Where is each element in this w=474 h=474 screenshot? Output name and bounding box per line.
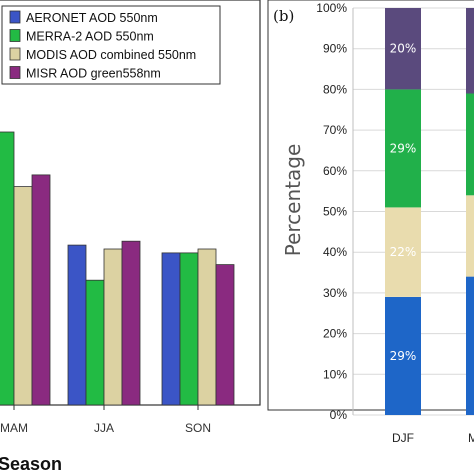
bar-modis-aod-combined-550nm-jja: [103, 248, 123, 406]
segment-mam-3: [466, 8, 474, 94]
y-tick-label-0: 0%: [330, 408, 348, 422]
bar-misr-aod-green558nm-son: [215, 264, 235, 406]
bar-merra-2-aod-550nm-son: [179, 252, 199, 406]
legend-box: [1, 5, 221, 85]
segment-djf-1: [385, 207, 421, 297]
x-tick-label-jja: JJA: [94, 421, 114, 435]
y-tick-label-80: 80%: [323, 82, 347, 96]
legend-swatch-modis-aod-combined-550nm: [9, 47, 21, 61]
segment-label-djf-1: 22%: [390, 245, 417, 259]
bar-merra-2-aod-550nm-mam: [0, 131, 15, 406]
x-tick-label-mam: M: [468, 431, 474, 445]
y-tick-label-90: 90%: [323, 42, 347, 56]
panel-b-y-axis-title: Percentage: [281, 144, 305, 257]
bar-modis-aod-combined-550nm-mam: [13, 186, 33, 406]
x-tick-label-son: SON: [185, 421, 211, 435]
segment-mam-2: [466, 93, 474, 196]
x-tick-label-djf: DJF: [392, 431, 414, 445]
segment-djf-0: [385, 297, 421, 415]
panel-a-x-axis-title: Season: [0, 454, 62, 474]
panel-a-chart: MAM JJA SON AERONET AOD 550nm MERRA-2 AOD 5…: [0, 0, 261, 474]
bar-merra-2-aod-550nm-jja: [85, 279, 105, 406]
y-tick-label-70: 70%: [323, 123, 347, 137]
bar-misr-aod-green558nm-jja: [121, 240, 141, 406]
bar-modis-aod-combined-550nm-son: [197, 248, 217, 406]
legend-label-merra-2-aod-550nm: MERRA-2 AOD 550nm: [26, 30, 154, 44]
y-tick-label-40: 40%: [323, 245, 347, 259]
y-tick-label-10: 10%: [323, 367, 347, 381]
segment-djf-3: [385, 8, 421, 90]
segment-mam-0: [466, 276, 474, 415]
panel-b-frame: [267, 0, 474, 411]
panel-b-chart: (b) Percentage 0% 10% 20% 30% 40% 50% 60% 70% 80…: [267, 0, 474, 445]
panel-b-label: (b): [273, 7, 294, 25]
bar-aeronet-aod-550nm-son: [161, 252, 181, 406]
bar-misr-aod-green558nm-mam: [31, 174, 51, 406]
bar-aeronet-aod-550nm-jja: [67, 244, 87, 406]
y-tick-label-50: 50%: [323, 205, 347, 219]
x-tick-label-mam: MAM: [0, 421, 28, 435]
legend-label-aeronet-aod-550nm: AERONET AOD 550nm: [26, 11, 158, 25]
legend-label-misr-aod-green558nm: MISR AOD green558nm: [26, 67, 161, 81]
segment-djf-2: [385, 89, 421, 208]
legend-swatch-misr-aod-green558nm: [9, 66, 21, 79]
y-tick-label-30: 30%: [323, 286, 347, 300]
y-tick-label-100: 100%: [316, 1, 347, 15]
segment-label-djf-0: 29%: [390, 349, 417, 363]
segment-label-djf-3: 20%: [390, 42, 417, 56]
legend-label-modis-aod-combined-550nm: MODIS AOD combined 550nm: [26, 48, 196, 62]
segment-mam-1: [466, 195, 474, 277]
y-tick-label-20: 20%: [323, 327, 347, 341]
segment-label-djf-2: 29%: [390, 141, 417, 155]
legend-swatch-aeronet-aod-550nm: [9, 10, 21, 24]
legend-swatch-merra-2-aod-550nm: [9, 29, 21, 42]
y-tick-label-60: 60%: [323, 164, 347, 178]
